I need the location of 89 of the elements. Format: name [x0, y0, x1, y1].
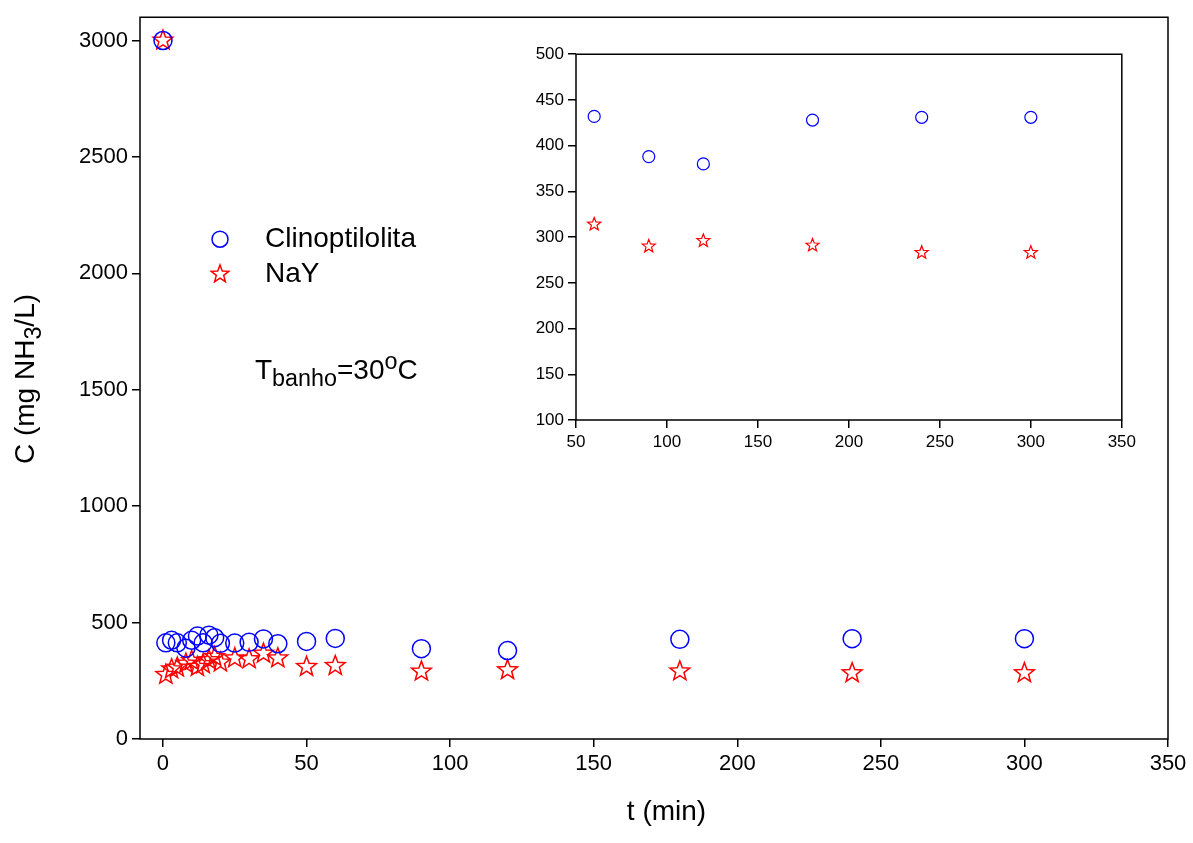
- y-tick-label: 3000: [79, 26, 128, 52]
- point: [696, 157, 710, 171]
- x-tick-label: 50: [294, 750, 319, 776]
- point: [696, 233, 711, 247]
- y-tick-label: 250: [535, 272, 564, 292]
- legend-label: NaY: [265, 256, 320, 288]
- x-tick-label: 300: [1016, 431, 1046, 451]
- y-tick-label: 1000: [79, 492, 128, 518]
- point: [181, 630, 202, 651]
- x-tick-label: 250: [925, 431, 955, 451]
- point: [253, 629, 274, 649]
- x-tick-label: 150: [743, 431, 773, 451]
- y-tick-label: 2000: [79, 259, 128, 285]
- point: [181, 649, 203, 670]
- point: [1024, 110, 1038, 124]
- point: [411, 638, 432, 659]
- x-tick-label: 300: [1006, 750, 1043, 776]
- point: [187, 626, 208, 646]
- point: [1023, 245, 1039, 259]
- point: [670, 629, 690, 650]
- point: [160, 658, 183, 679]
- y-tick-label: 350: [535, 181, 564, 201]
- point: [325, 628, 346, 649]
- point: [238, 648, 260, 669]
- point: [1014, 628, 1035, 649]
- legend-label: Clinoptilolita: [265, 221, 417, 253]
- x-tick-label: 200: [718, 750, 756, 776]
- y-tick-label: 500: [91, 608, 128, 634]
- point: [295, 655, 318, 676]
- point: [841, 662, 863, 683]
- point: [199, 625, 219, 645]
- y-tick-label: 1500: [79, 375, 128, 401]
- point: [166, 656, 188, 677]
- point: [239, 632, 259, 653]
- x-tick-label: 100: [652, 431, 682, 451]
- point: [204, 627, 225, 648]
- point: [1013, 662, 1036, 683]
- y-tick-label: 300: [535, 226, 564, 246]
- point: [914, 245, 929, 259]
- x-tick-label: 350: [1149, 750, 1187, 776]
- point: [296, 631, 317, 652]
- x-tick-label: 250: [862, 750, 900, 776]
- point: [267, 647, 289, 668]
- point: [805, 237, 820, 252]
- point: [156, 633, 176, 653]
- y-tick-label: 0: [115, 725, 128, 751]
- point: [642, 150, 656, 164]
- point: [192, 652, 214, 674]
- y-tick-label: 2500: [79, 142, 128, 168]
- point: [252, 642, 275, 663]
- point: [496, 658, 519, 680]
- point: [198, 648, 220, 670]
- x-tick-label: 100: [431, 750, 469, 776]
- point: [186, 655, 209, 676]
- x-tick-label: 350: [1107, 431, 1137, 451]
- point: [193, 633, 213, 653]
- point: [155, 663, 177, 684]
- point: [210, 633, 231, 654]
- point: [842, 628, 862, 649]
- point: [224, 647, 246, 668]
- point: [915, 110, 929, 124]
- y-tick-label: 200: [535, 318, 564, 338]
- point: [167, 633, 188, 653]
- point: [641, 238, 656, 253]
- y-tick-label: 450: [535, 89, 564, 109]
- point: [587, 216, 602, 231]
- point: [587, 109, 601, 123]
- point: [175, 652, 197, 673]
- point: [209, 651, 231, 672]
- point: [225, 633, 245, 653]
- point: [161, 630, 182, 651]
- x-tick-label: 0: [156, 750, 170, 776]
- point: [497, 640, 518, 661]
- point: [410, 660, 432, 681]
- point: [268, 634, 288, 654]
- y-tick-label: 100: [535, 409, 564, 429]
- y-tick-label: 150: [535, 363, 564, 383]
- x-tick-label: 200: [834, 431, 864, 451]
- x-tick-label: 150: [575, 750, 613, 776]
- x-tick-label: 50: [566, 431, 586, 451]
- y-tick-label: 500: [535, 43, 564, 63]
- point: [805, 113, 820, 127]
- point: [324, 654, 346, 676]
- y-tick-label: 400: [535, 135, 564, 155]
- point: [204, 645, 226, 666]
- x-axis-title: t (min): [625, 795, 708, 827]
- point: [176, 638, 196, 658]
- point: [669, 660, 691, 681]
- annotation: T$_{banho}$=30$^{o}$C: [255, 348, 418, 392]
